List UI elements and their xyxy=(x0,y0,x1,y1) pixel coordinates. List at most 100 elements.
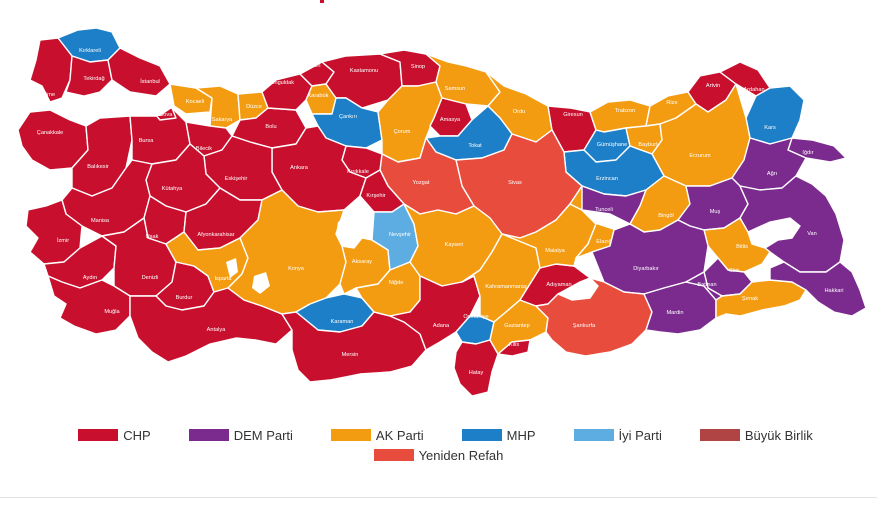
province-label-iğdır: Iğdır xyxy=(802,150,813,156)
province-label-samsun: Samsun xyxy=(445,86,466,92)
province-label-erzurum: Erzurum xyxy=(689,153,710,159)
province-label-kocaeli: Kocaeli xyxy=(186,99,204,105)
province-label-kayseri: Kayseri xyxy=(445,242,464,248)
province-label-gaziantep: Gaziantep xyxy=(504,323,530,329)
divider xyxy=(0,497,877,498)
province-mardin[interactable] xyxy=(643,281,717,335)
province-label-giresun: Giresun xyxy=(563,112,583,118)
province-label-şırnak: Şırnak xyxy=(742,296,758,302)
province-label-osmaniye: Osmaniye xyxy=(463,314,488,320)
lake-beysehir xyxy=(252,272,270,294)
province-label-mersin: Mersin xyxy=(342,352,359,358)
lake-keban xyxy=(582,210,630,230)
province-label-muş: Muş xyxy=(710,209,721,215)
legend-item-bbp: Büyük Birlik xyxy=(699,425,813,445)
province-şanlıurfa[interactable] xyxy=(535,277,653,357)
province-i-stanbul[interactable] xyxy=(107,47,171,97)
legend-swatch xyxy=(573,429,614,441)
province-label-konya: Konya xyxy=(288,266,305,272)
province-label-hakkari: Hakkari xyxy=(825,288,844,294)
province-label-sinop: Sinop xyxy=(411,64,425,70)
legend-label: AK Parti xyxy=(375,427,424,443)
province-label-kilis: Kilis xyxy=(509,342,519,348)
province-label-kırşehir: Kırşehir xyxy=(366,193,385,199)
province-label-kars: Kars xyxy=(764,125,776,131)
province-label-bingöl: Bingöl xyxy=(658,213,674,219)
legend-row: Yeniden Refah xyxy=(0,445,877,465)
legend-swatch xyxy=(461,429,502,441)
province-edirne[interactable] xyxy=(29,37,73,103)
province-label-batman: Batman xyxy=(697,282,716,288)
legend-item-mhp: MHP xyxy=(461,425,536,445)
province-hatay[interactable] xyxy=(453,339,499,397)
province-label-sivas: Sivas xyxy=(508,180,522,186)
province-kilis[interactable] xyxy=(497,339,531,357)
province-label-erzincan: Erzincan xyxy=(596,176,618,182)
province-label-ağrı: Ağrı xyxy=(767,171,778,177)
province-label-denizli: Denizli xyxy=(142,275,159,281)
province-hakkari[interactable] xyxy=(769,261,867,317)
province-label-isparta: Isparta xyxy=(214,276,232,282)
province-label-çorum: Çorum xyxy=(394,129,411,135)
province-label-bolu: Bolu xyxy=(265,124,276,130)
province-label-afyonkarahisar: Afyonkarahisar xyxy=(197,232,234,238)
province-label-eskişehir: Eskişehir xyxy=(225,176,248,182)
legend-row: CHP DEM Parti AK Parti MHP İyi Parti Büyük Bi… xyxy=(0,425,877,445)
lake-tuz xyxy=(336,214,362,248)
legend-item-akp: AK Parti xyxy=(330,425,424,445)
legend-item-dem: DEM Parti xyxy=(188,425,293,445)
legend-item-chp: CHP xyxy=(78,425,151,445)
province-sakarya[interactable] xyxy=(195,85,241,129)
province-label-antalya: Antalya xyxy=(207,327,227,333)
province-label-rize: Rize xyxy=(666,100,677,106)
province-label-aydın: Aydın xyxy=(83,275,97,281)
province-label-bursa: Bursa xyxy=(139,138,155,144)
province-şırnak[interactable] xyxy=(715,279,807,319)
province-label-çankırı: Çankırı xyxy=(339,114,357,120)
province-label-siirt: Siirt xyxy=(729,268,739,274)
province-label-mardin: Mardin xyxy=(666,310,683,316)
province-label-zonguldak: Zonguldak xyxy=(268,80,294,86)
province-label-bitlis: Bitlis xyxy=(736,244,748,250)
province-label-bilecik: Bilecik xyxy=(196,146,212,152)
province-label-i-zmir: İzmir xyxy=(57,237,69,244)
province-label-niğde: Niğde xyxy=(389,280,404,286)
province-label-karabük: Karabük xyxy=(308,93,329,99)
province-label-bartın: Bartın xyxy=(306,63,321,69)
province-label-yozgat: Yozgat xyxy=(413,180,430,186)
province-label-hatay: Hatay xyxy=(469,370,484,376)
province-kastamonu[interactable] xyxy=(321,53,403,109)
province-label-elazığ: Elazığ xyxy=(596,239,612,245)
province-label-van: Van xyxy=(807,231,817,237)
province-label-adana: Adana xyxy=(433,323,450,329)
province-label-şanlıurfa: Şanlıurfa xyxy=(573,323,596,329)
legend-label: CHP xyxy=(123,427,151,443)
province-label-malatya: Malatya xyxy=(545,248,565,254)
province-label-gümüşhane: Gümüşhane xyxy=(597,142,627,148)
province-label-tekirdağ: Tekirdağ xyxy=(83,76,104,82)
legend-swatch xyxy=(78,429,119,441)
legend-label: İyi Parti xyxy=(618,427,662,443)
turkey-election-map: Kırklareli Edirne Tekirdağ İstanbul Çanakkal… xyxy=(17,27,867,397)
province-label-ordu: Ordu xyxy=(513,109,525,115)
province-label-burdur: Burdur xyxy=(176,295,193,301)
province-label-edirne: Edirne xyxy=(39,92,55,98)
province-muğla[interactable] xyxy=(47,275,131,335)
province-label-ardahan: Ardahan xyxy=(743,87,764,93)
province-label-trabzon: Trabzon xyxy=(615,108,635,114)
province-label-muğla: Muğla xyxy=(104,309,120,315)
province-label-balıkesir: Balıkesir xyxy=(87,164,109,170)
province-label-karaman: Karaman xyxy=(331,319,354,325)
province-label-amasya: Amasya xyxy=(440,117,461,123)
province-label-tokat: Tokat xyxy=(468,143,482,149)
province-label-yalova: Yalova xyxy=(156,112,174,118)
province-label-manisa: Manisa xyxy=(91,218,110,224)
top-marker xyxy=(320,0,324,3)
legend-swatch xyxy=(330,429,371,441)
province-label-tunceli: Tunceli xyxy=(595,207,613,213)
province-label-aksaray: Aksaray xyxy=(352,259,372,265)
province-label-sakarya: Sakarya xyxy=(212,117,233,123)
province-label-uşak: Uşak xyxy=(146,234,159,240)
province-label-i-stanbul: İstanbul xyxy=(140,78,160,85)
province-label-ankara: Ankara xyxy=(290,165,309,171)
